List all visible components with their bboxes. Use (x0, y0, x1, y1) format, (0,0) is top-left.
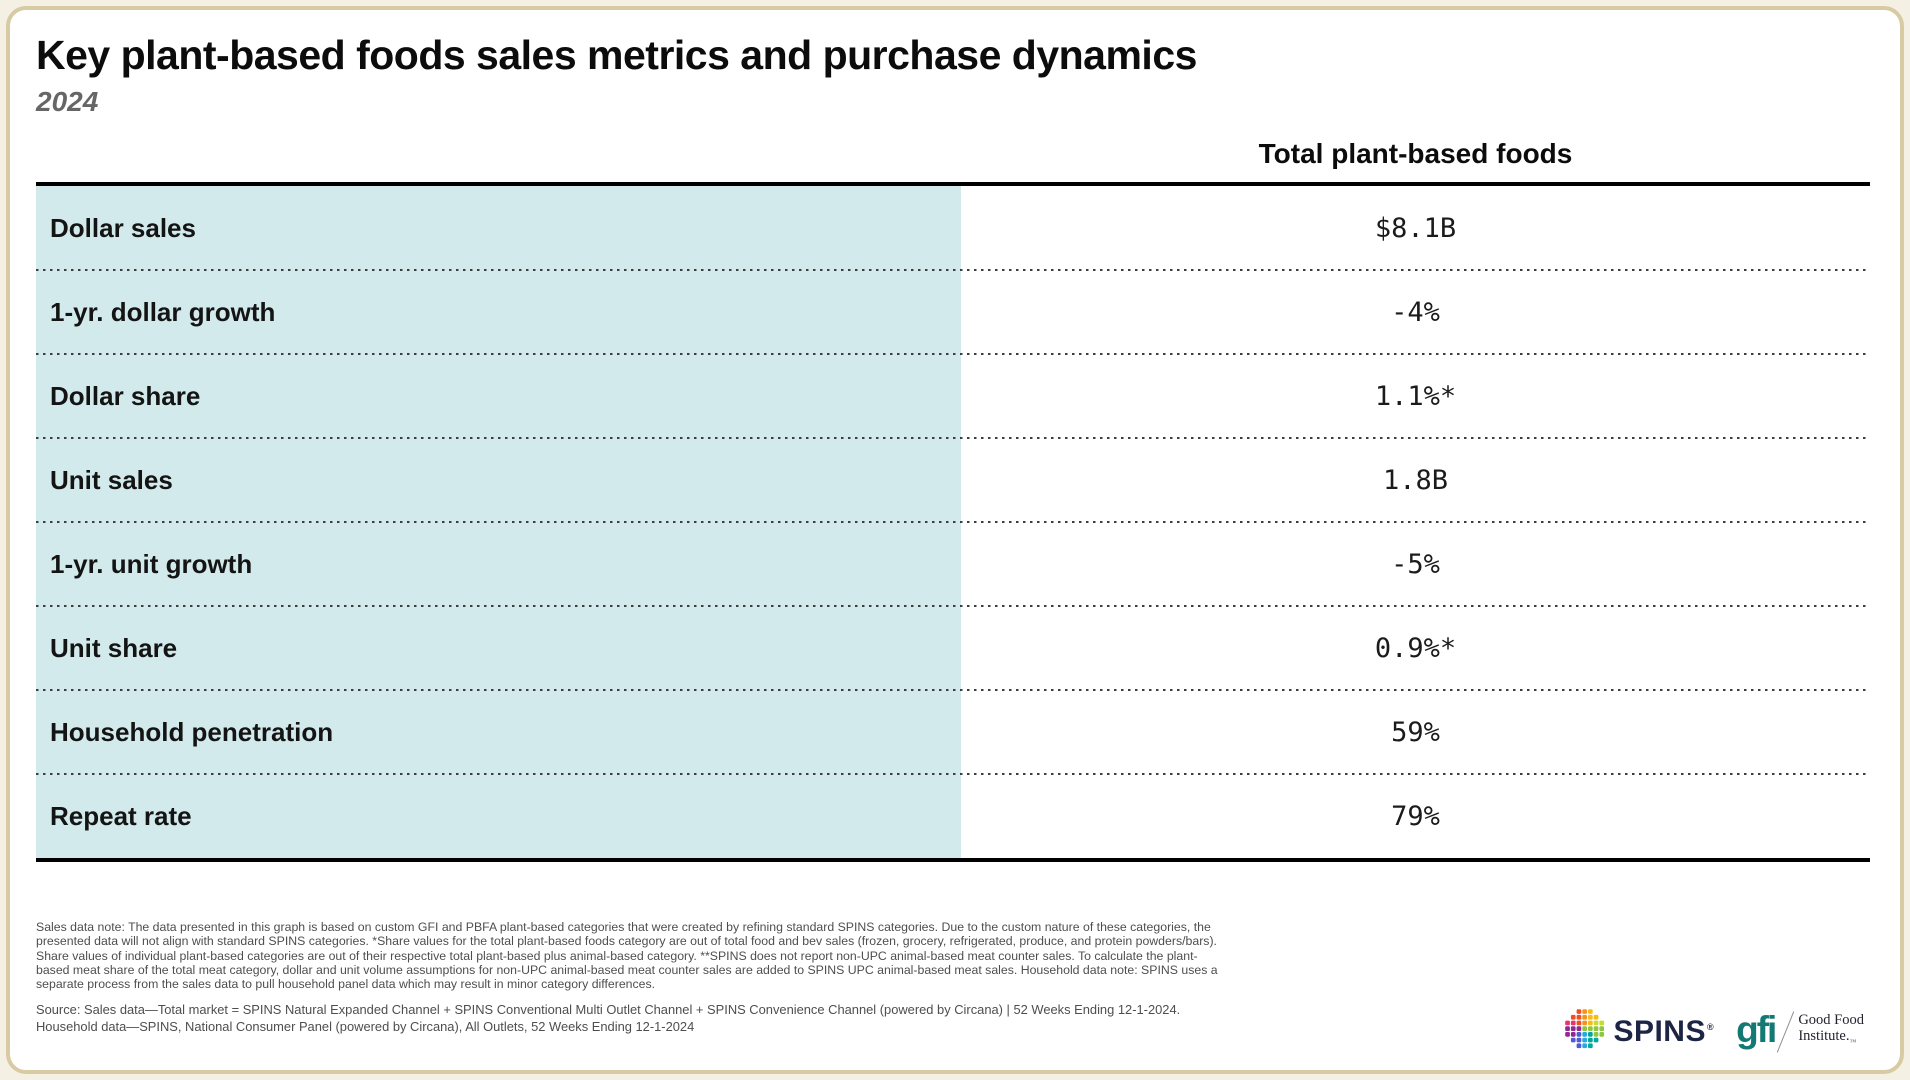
metric-label: Dollar sales (50, 212, 196, 243)
source-note: Source: Sales data—Total market = SPINS … (36, 1002, 1556, 1035)
gfi-org-line1: Good Food (1798, 1012, 1864, 1029)
table-row: Repeat rate 79% (36, 773, 1870, 858)
footnote-sales-data-note: Sales data note: The data presented in t… (36, 920, 1218, 992)
gfi-lettermark: gfi (1736, 1009, 1777, 1050)
metrics-table-body: Dollar sales $8.1B 1-yr. dollar growth -… (36, 186, 1870, 858)
gfi-org-line2: Institute. (1798, 1027, 1850, 1044)
metrics-table: Dollar sales $8.1B 1-yr. dollar growth -… (36, 182, 1870, 862)
metric-value: 1.8B (1382, 464, 1449, 496)
metric-value: -5% (1391, 548, 1440, 580)
source-line-1: Source: Sales data—Total market = SPINS … (36, 1002, 1181, 1018)
table-row: Dollar sales $8.1B (36, 186, 1870, 270)
metric-label: Unit share (50, 632, 178, 663)
page-title: Key plant-based foods sales metrics and … (36, 32, 1197, 78)
table-row: Unit sales 1.8B (36, 437, 1870, 522)
column-header-total-plant-based-foods: Total plant-based foods (1258, 138, 1573, 169)
source-line-2: Household data—SPINS, National Consumer … (36, 1018, 695, 1034)
registered-mark-icon: ® (1706, 1021, 1715, 1032)
metric-value: $8.1B (1374, 212, 1457, 244)
table-row: Household penetration 59% (36, 689, 1870, 774)
metric-value: 1.1%* (1374, 380, 1457, 412)
trademark-icon: ™ (1849, 1037, 1857, 1046)
metric-value: 59% (1391, 716, 1440, 748)
spins-globe-icon (1565, 1009, 1605, 1054)
logo-row: SPINS® gfi Good Food Institute.™ (1565, 1009, 1864, 1054)
metric-value: -4% (1391, 296, 1440, 328)
gfi-slash-divider (1777, 1010, 1795, 1053)
table-row: 1-yr. dollar growth -4% (36, 269, 1870, 354)
gfi-org-name: Good Food Institute.™ (1798, 1012, 1864, 1050)
table-row: Dollar share 1.1%* (36, 353, 1870, 438)
spins-logo: SPINS® (1565, 1009, 1714, 1054)
spins-wordmark: SPINS® (1613, 1014, 1715, 1048)
infographic-card: Key plant-based foods sales metrics and … (6, 6, 1904, 1074)
metric-label: 1-yr. dollar growth (50, 296, 276, 327)
metric-label: 1-yr. unit growth (50, 548, 253, 579)
gfi-logo: gfi Good Food Institute.™ (1736, 1010, 1864, 1054)
metric-label: Unit sales (50, 464, 173, 495)
table-row: 1-yr. unit growth -5% (36, 521, 1870, 606)
table-row: Unit share 0.9%* (36, 605, 1870, 690)
metric-label: Dollar share (50, 380, 201, 411)
metric-value: 0.9%* (1374, 632, 1457, 664)
table-header-row: Total plant-based foods (36, 138, 1870, 182)
page-subtitle: 2024 (36, 86, 99, 117)
metric-label: Repeat rate (50, 800, 192, 831)
metric-label: Household penetration (50, 716, 334, 747)
metric-value: 79% (1391, 800, 1440, 832)
